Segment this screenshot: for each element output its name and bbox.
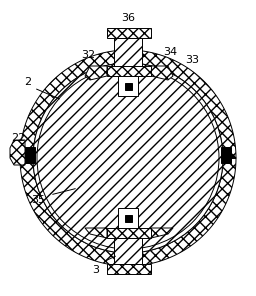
Text: 35: 35 — [31, 195, 45, 205]
Polygon shape — [10, 140, 25, 165]
Text: 3: 3 — [92, 265, 100, 275]
FancyBboxPatch shape — [118, 208, 138, 228]
Text: 32: 32 — [81, 50, 95, 60]
FancyBboxPatch shape — [114, 238, 142, 264]
FancyBboxPatch shape — [124, 83, 132, 89]
Polygon shape — [20, 50, 236, 266]
FancyBboxPatch shape — [25, 147, 35, 163]
FancyBboxPatch shape — [118, 76, 138, 96]
Polygon shape — [151, 228, 173, 238]
Text: 34: 34 — [163, 47, 177, 57]
FancyBboxPatch shape — [124, 215, 132, 221]
FancyBboxPatch shape — [221, 147, 231, 163]
Text: 2: 2 — [24, 77, 31, 87]
Polygon shape — [85, 66, 107, 80]
FancyBboxPatch shape — [114, 38, 142, 66]
FancyBboxPatch shape — [107, 228, 151, 238]
Polygon shape — [151, 66, 173, 80]
FancyBboxPatch shape — [107, 28, 151, 38]
Text: 33: 33 — [185, 55, 199, 65]
Text: 36: 36 — [121, 13, 135, 23]
FancyBboxPatch shape — [107, 264, 151, 274]
Text: 22: 22 — [11, 133, 25, 143]
Polygon shape — [85, 228, 107, 238]
Circle shape — [33, 63, 223, 253]
FancyBboxPatch shape — [107, 66, 151, 76]
